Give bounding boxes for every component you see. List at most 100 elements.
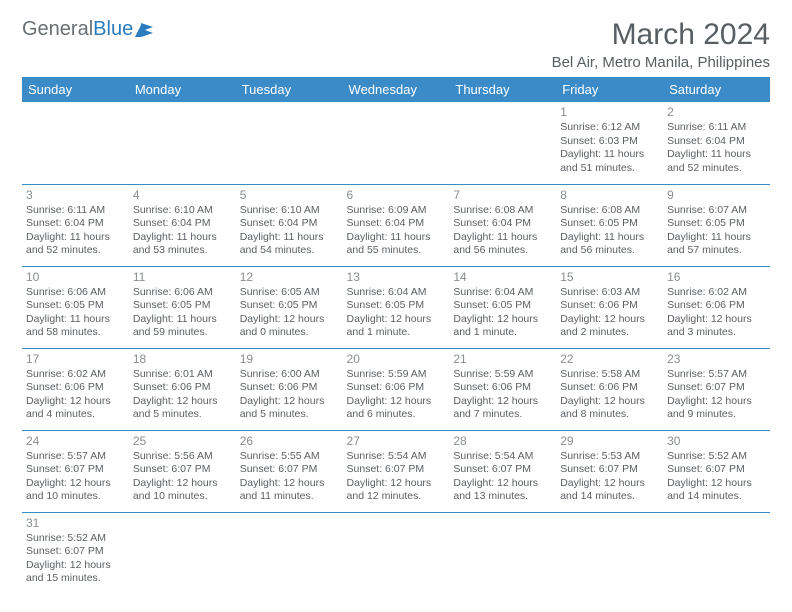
- day-sunrise: Sunrise: 6:12 AM: [560, 121, 659, 134]
- day-cell: 29Sunrise: 5:53 AMSunset: 6:07 PMDayligh…: [556, 430, 663, 512]
- day-cell: [236, 102, 343, 184]
- day-cell: 15Sunrise: 6:03 AMSunset: 6:06 PMDayligh…: [556, 266, 663, 348]
- weekday-header: Wednesday: [343, 77, 450, 102]
- day-daylight1: Daylight: 12 hours: [347, 313, 446, 326]
- day-number: 2: [667, 105, 766, 120]
- day-cell: [343, 512, 450, 594]
- page-header: GeneralBlue March 2024 Bel Air, Metro Ma…: [22, 18, 770, 71]
- day-cell: 9Sunrise: 6:07 AMSunset: 6:05 PMDaylight…: [663, 184, 770, 266]
- logo-text-a: General: [22, 18, 93, 41]
- day-sunrise: Sunrise: 5:57 AM: [26, 450, 125, 463]
- day-number: 3: [26, 188, 125, 203]
- day-daylight1: Daylight: 12 hours: [667, 477, 766, 490]
- day-sunset: Sunset: 6:04 PM: [240, 217, 339, 230]
- day-daylight1: Daylight: 12 hours: [347, 395, 446, 408]
- weekday-header: Monday: [129, 77, 236, 102]
- day-cell: 17Sunrise: 6:02 AMSunset: 6:06 PMDayligh…: [22, 348, 129, 430]
- day-sunrise: Sunrise: 6:01 AM: [133, 368, 232, 381]
- day-cell: 4Sunrise: 6:10 AMSunset: 6:04 PMDaylight…: [129, 184, 236, 266]
- weekday-header: Sunday: [22, 77, 129, 102]
- day-cell: 6Sunrise: 6:09 AMSunset: 6:04 PMDaylight…: [343, 184, 450, 266]
- day-cell: 19Sunrise: 6:00 AMSunset: 6:06 PMDayligh…: [236, 348, 343, 430]
- day-daylight2: and 58 minutes.: [26, 326, 125, 339]
- day-daylight1: Daylight: 11 hours: [560, 148, 659, 161]
- week-row: 10Sunrise: 6:06 AMSunset: 6:05 PMDayligh…: [22, 266, 770, 348]
- day-number: 23: [667, 352, 766, 367]
- day-sunset: Sunset: 6:06 PM: [133, 381, 232, 394]
- day-cell: [22, 102, 129, 184]
- day-sunset: Sunset: 6:04 PM: [26, 217, 125, 230]
- day-sunrise: Sunrise: 5:54 AM: [347, 450, 446, 463]
- day-sunset: Sunset: 6:07 PM: [453, 463, 552, 476]
- day-number: 22: [560, 352, 659, 367]
- day-sunrise: Sunrise: 6:08 AM: [453, 204, 552, 217]
- day-sunset: Sunset: 6:07 PM: [560, 463, 659, 476]
- day-daylight2: and 53 minutes.: [133, 244, 232, 257]
- day-sunset: Sunset: 6:04 PM: [667, 135, 766, 148]
- day-daylight1: Daylight: 11 hours: [26, 231, 125, 244]
- day-cell: 22Sunrise: 5:58 AMSunset: 6:06 PMDayligh…: [556, 348, 663, 430]
- day-cell: 18Sunrise: 6:01 AMSunset: 6:06 PMDayligh…: [129, 348, 236, 430]
- location-subtitle: Bel Air, Metro Manila, Philippines: [552, 54, 770, 71]
- day-cell: [663, 512, 770, 594]
- day-number: 9: [667, 188, 766, 203]
- day-sunset: Sunset: 6:05 PM: [453, 299, 552, 312]
- day-sunrise: Sunrise: 5:52 AM: [26, 532, 125, 545]
- day-daylight1: Daylight: 12 hours: [240, 313, 339, 326]
- week-row: 31Sunrise: 5:52 AMSunset: 6:07 PMDayligh…: [22, 512, 770, 594]
- day-daylight1: Daylight: 11 hours: [133, 313, 232, 326]
- day-number: 11: [133, 270, 232, 285]
- day-sunrise: Sunrise: 6:10 AM: [133, 204, 232, 217]
- day-sunset: Sunset: 6:06 PM: [26, 381, 125, 394]
- day-daylight2: and 52 minutes.: [26, 244, 125, 257]
- day-number: 21: [453, 352, 552, 367]
- day-sunset: Sunset: 6:07 PM: [26, 463, 125, 476]
- day-number: 31: [26, 516, 125, 531]
- day-number: 1: [560, 105, 659, 120]
- day-daylight1: Daylight: 12 hours: [133, 395, 232, 408]
- day-daylight1: Daylight: 11 hours: [560, 231, 659, 244]
- day-sunrise: Sunrise: 6:02 AM: [667, 286, 766, 299]
- day-cell: 31Sunrise: 5:52 AMSunset: 6:07 PMDayligh…: [22, 512, 129, 594]
- day-sunrise: Sunrise: 6:02 AM: [26, 368, 125, 381]
- day-sunrise: Sunrise: 6:11 AM: [667, 121, 766, 134]
- day-sunrise: Sunrise: 6:04 AM: [347, 286, 446, 299]
- day-daylight2: and 8 minutes.: [560, 408, 659, 421]
- day-sunrise: Sunrise: 6:03 AM: [560, 286, 659, 299]
- day-daylight1: Daylight: 12 hours: [667, 395, 766, 408]
- day-number: 8: [560, 188, 659, 203]
- week-row: 24Sunrise: 5:57 AMSunset: 6:07 PMDayligh…: [22, 430, 770, 512]
- day-cell: 27Sunrise: 5:54 AMSunset: 6:07 PMDayligh…: [343, 430, 450, 512]
- title-block: March 2024 Bel Air, Metro Manila, Philip…: [552, 18, 770, 71]
- month-title: March 2024: [552, 18, 770, 52]
- day-number: 17: [26, 352, 125, 367]
- day-sunrise: Sunrise: 5:56 AM: [133, 450, 232, 463]
- day-sunrise: Sunrise: 6:06 AM: [26, 286, 125, 299]
- week-row: 1Sunrise: 6:12 AMSunset: 6:03 PMDaylight…: [22, 102, 770, 184]
- day-daylight1: Daylight: 12 hours: [560, 395, 659, 408]
- day-daylight2: and 2 minutes.: [560, 326, 659, 339]
- day-daylight1: Daylight: 11 hours: [26, 313, 125, 326]
- day-cell: [129, 512, 236, 594]
- day-number: 26: [240, 434, 339, 449]
- day-daylight2: and 10 minutes.: [26, 490, 125, 503]
- day-cell: 2Sunrise: 6:11 AMSunset: 6:04 PMDaylight…: [663, 102, 770, 184]
- day-sunset: Sunset: 6:06 PM: [347, 381, 446, 394]
- day-sunset: Sunset: 6:03 PM: [560, 135, 659, 148]
- day-cell: 10Sunrise: 6:06 AMSunset: 6:05 PMDayligh…: [22, 266, 129, 348]
- day-number: 24: [26, 434, 125, 449]
- day-cell: 3Sunrise: 6:11 AMSunset: 6:04 PMDaylight…: [22, 184, 129, 266]
- day-daylight1: Daylight: 12 hours: [26, 477, 125, 490]
- day-number: 20: [347, 352, 446, 367]
- day-sunset: Sunset: 6:05 PM: [560, 217, 659, 230]
- day-daylight2: and 14 minutes.: [560, 490, 659, 503]
- day-cell: 20Sunrise: 5:59 AMSunset: 6:06 PMDayligh…: [343, 348, 450, 430]
- day-daylight2: and 9 minutes.: [667, 408, 766, 421]
- day-cell: 24Sunrise: 5:57 AMSunset: 6:07 PMDayligh…: [22, 430, 129, 512]
- weekday-header: Tuesday: [236, 77, 343, 102]
- day-sunrise: Sunrise: 5:55 AM: [240, 450, 339, 463]
- day-sunset: Sunset: 6:07 PM: [667, 381, 766, 394]
- day-daylight2: and 0 minutes.: [240, 326, 339, 339]
- day-number: 4: [133, 188, 232, 203]
- brand-logo: GeneralBlue: [22, 18, 153, 41]
